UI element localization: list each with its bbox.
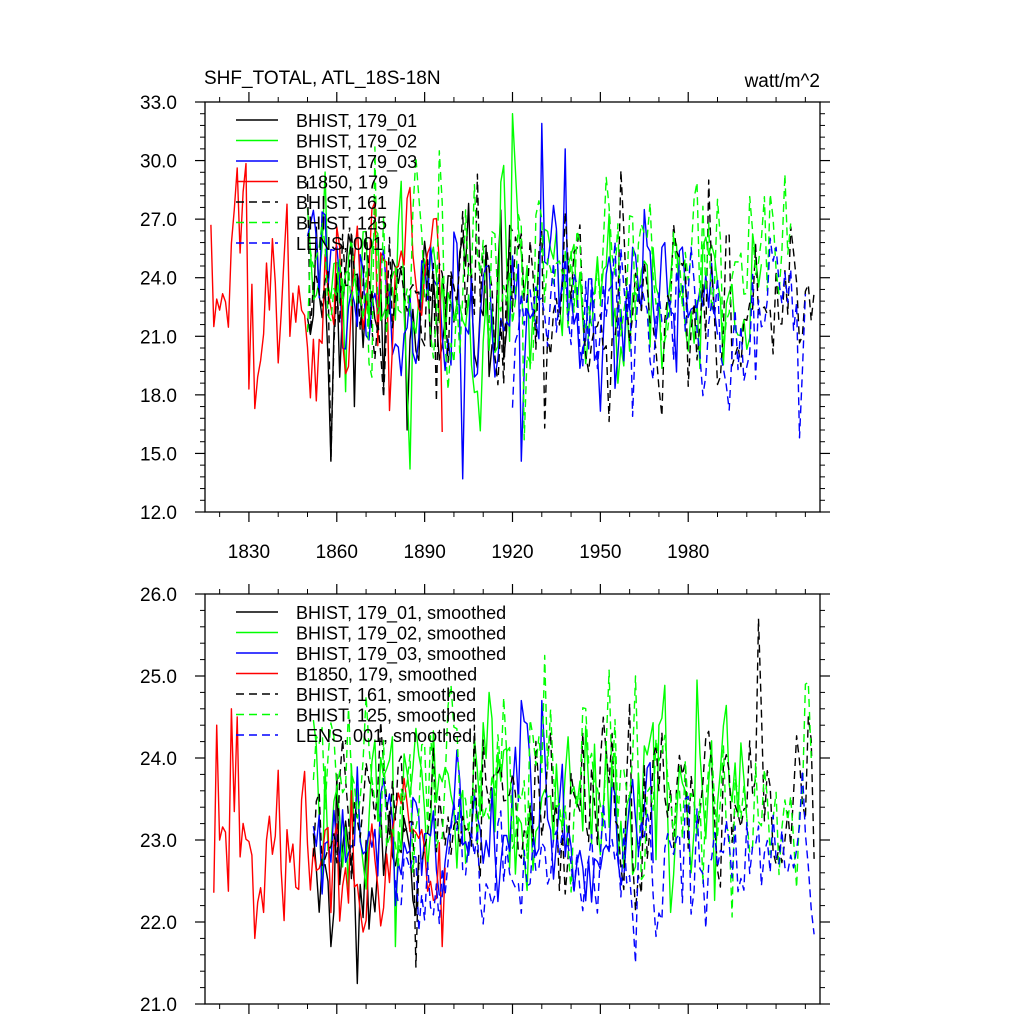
y-tick-label: 27.0: [140, 210, 177, 231]
bottom-panel: 21.0 22.0 23.0 24.0 25.0 26.0 BHIST, 179_01, …: [140, 584, 830, 1016]
legend-label: B1850, 179: [296, 173, 388, 193]
legend-label: BHIST, 161: [296, 193, 387, 213]
legend-label: BHIST, 161, smoothed: [296, 685, 476, 705]
series-line: [306, 122, 719, 480]
series-line: [394, 769, 815, 964]
series-layer: [210, 112, 815, 480]
y-tick-label: 21.0: [140, 995, 177, 1016]
units-label: watt/m^2: [744, 71, 820, 92]
series-layer: [213, 617, 815, 985]
y-tick-label: 25.0: [140, 667, 177, 688]
top-panel: SHF_TOTAL, ATL_18S-18N watt/m^2 12.0 15.0…: [140, 68, 830, 563]
y-tick-label: 18.0: [140, 386, 177, 407]
legend-label: BHIST, 179_01, smoothed: [296, 603, 506, 624]
y-tick-label: 21.0: [140, 327, 177, 348]
x-tick-label: 1830: [228, 542, 270, 563]
legend-label: BHIST, 179_02, smoothed: [296, 624, 506, 645]
axis-layer: 21.0 22.0 23.0 24.0 25.0 26.0: [140, 584, 830, 1016]
y-tick-label: 26.0: [140, 585, 177, 606]
x-tick-label: 1920: [491, 542, 533, 563]
y-tick-label: 30.0: [140, 152, 177, 173]
series-line: [511, 237, 807, 439]
series-line: [312, 679, 748, 948]
legend-label: LENS, 001: [296, 234, 383, 254]
series-line: [312, 773, 420, 985]
legend-label: B1850, 179, smoothed: [296, 665, 477, 685]
legend-label: BHIST, 179_02: [296, 132, 417, 153]
series-line: [306, 146, 792, 441]
legend-label: BHIST, 179_03, smoothed: [296, 644, 506, 665]
y-tick-label: 24.0: [140, 749, 177, 770]
y-tick-label: 23.0: [140, 831, 177, 852]
y-tick-label: 22.0: [140, 913, 177, 934]
legend-label: BHIST, 179_01: [296, 111, 417, 132]
series-line: [210, 162, 443, 433]
x-tick-label: 1860: [316, 542, 358, 563]
series-line: [312, 617, 815, 968]
x-tick-label: 1950: [579, 542, 621, 563]
y-tick-label: 33.0: [140, 93, 177, 114]
axis-layer: 12.0 15.0 18.0 21.0 24.0 27.0 30.0 33.0 1830 1860…: [140, 92, 830, 563]
chart-title: SHF_TOTAL, ATL_18S-18N: [204, 68, 441, 89]
legend-label: LENS, 001, smoothed: [296, 726, 472, 746]
x-tick-label: 1980: [667, 542, 709, 563]
legend-label: BHIST, 125, smoothed: [296, 706, 476, 726]
y-tick-label: 24.0: [140, 269, 177, 290]
series-line: [213, 708, 446, 948]
x-tick-label: 1890: [404, 542, 446, 563]
y-tick-label: 12.0: [140, 503, 177, 524]
legend-label: BHIST, 179_03: [296, 152, 417, 173]
y-tick-label: 15.0: [140, 444, 177, 465]
legend-label: BHIST, 125: [296, 214, 387, 234]
